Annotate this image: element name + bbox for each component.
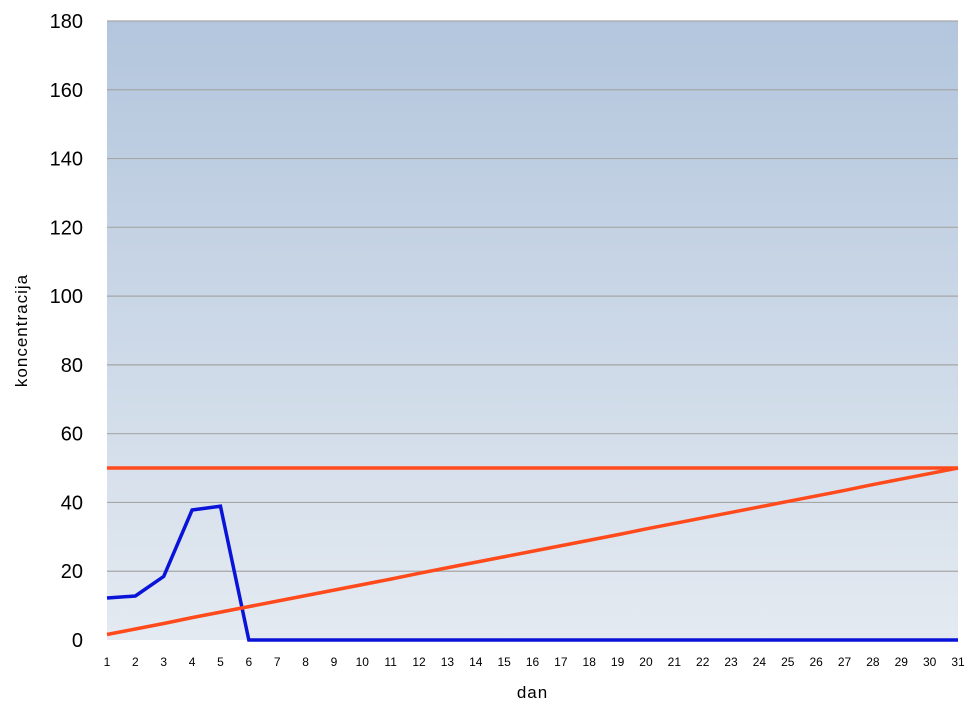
y-tick-label: 20 bbox=[61, 561, 83, 583]
x-tick-label: 11 bbox=[384, 655, 397, 669]
x-tick-label: 13 bbox=[441, 655, 455, 669]
plot-area bbox=[107, 21, 958, 640]
x-tick-label: 30 bbox=[923, 655, 937, 669]
x-tick-label: 21 bbox=[668, 655, 682, 669]
x-tick-label: 3 bbox=[160, 655, 167, 669]
x-tick-label: 12 bbox=[412, 655, 426, 669]
x-tick-label: 10 bbox=[356, 655, 370, 669]
x-tick-label: 27 bbox=[838, 655, 852, 669]
x-tick-label: 6 bbox=[245, 655, 252, 669]
y-tick-label: 140 bbox=[50, 149, 83, 171]
x-tick-label: 22 bbox=[696, 655, 710, 669]
x-tick-label: 23 bbox=[724, 655, 738, 669]
x-tick-label: 5 bbox=[217, 655, 224, 669]
x-tick-label: 20 bbox=[639, 655, 653, 669]
y-tick-label: 100 bbox=[50, 286, 83, 308]
x-tick-label: 26 bbox=[809, 655, 823, 669]
y-tick-label: 120 bbox=[50, 217, 83, 239]
x-axis-tick-labels: 1 2 3 4 5 6 7 8 9 10 11 12 13 14 15 16 17 18 19 20 21 22 23 24 2… bbox=[104, 655, 965, 669]
y-tick-label: 0 bbox=[72, 630, 83, 652]
x-tick-label: 9 bbox=[331, 655, 338, 669]
x-tick-label: 28 bbox=[866, 655, 880, 669]
y-tick-label: 60 bbox=[61, 424, 83, 446]
x-tick-label: 25 bbox=[781, 655, 795, 669]
y-tick-label: 80 bbox=[61, 355, 83, 377]
y-tick-label: 180 bbox=[50, 11, 83, 33]
y-axis-tick-labels: 0 20 40 60 80 100 120 140 160 180 bbox=[50, 11, 83, 652]
y-tick-label: 40 bbox=[61, 492, 83, 514]
x-tick-label: 1 bbox=[104, 655, 111, 669]
x-tick-label: 8 bbox=[302, 655, 309, 669]
y-tick-label: 160 bbox=[50, 80, 83, 102]
x-tick-label: 2 bbox=[132, 655, 139, 669]
x-tick-label: 29 bbox=[895, 655, 909, 669]
x-tick-label: 31 bbox=[951, 655, 965, 669]
x-tick-label: 17 bbox=[554, 655, 568, 669]
x-tick-label: 7 bbox=[274, 655, 281, 669]
x-tick-label: 4 bbox=[189, 655, 196, 669]
x-axis-title: dan bbox=[517, 683, 548, 701]
x-tick-label: 18 bbox=[583, 655, 597, 669]
x-tick-label: 24 bbox=[753, 655, 767, 669]
x-tick-label: 14 bbox=[469, 655, 483, 669]
x-tick-label: 16 bbox=[526, 655, 540, 669]
y-axis-title: koncentracija bbox=[12, 274, 31, 387]
x-tick-label: 15 bbox=[497, 655, 511, 669]
x-tick-label: 19 bbox=[611, 655, 625, 669]
